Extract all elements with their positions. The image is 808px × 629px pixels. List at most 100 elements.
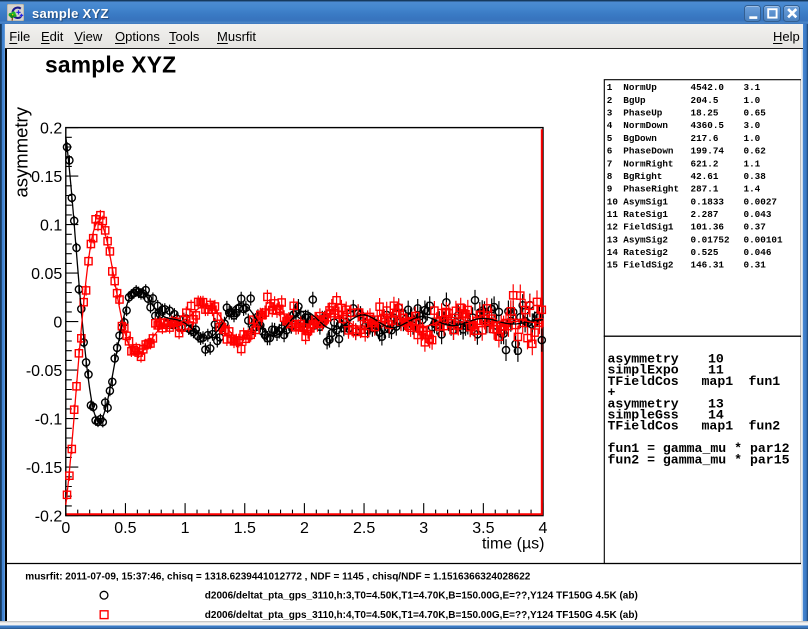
svg-text:42.61: 42.61 [691, 171, 719, 182]
svg-text:4: 4 [539, 520, 548, 537]
svg-text:11: 11 [708, 363, 724, 378]
svg-text:d2006/deltat_pta_gps_3110,h:3,: d2006/deltat_pta_gps_3110,h:3,T0=4.50K,T… [205, 591, 638, 602]
svg-text:0: 0 [61, 520, 70, 537]
svg-text:AsymSig1: AsymSig1 [623, 196, 668, 207]
svg-text:PhaseDown: PhaseDown [623, 146, 674, 157]
svg-text:NormDown: NormDown [623, 120, 668, 131]
svg-text:fun2: fun2 [749, 419, 781, 434]
svg-text:10: 10 [708, 352, 724, 367]
svg-text:FieldSig2: FieldSig2 [623, 260, 674, 271]
svg-text:287.1: 287.1 [691, 184, 719, 195]
svg-text:101.36: 101.36 [691, 222, 725, 233]
svg-text:3.5: 3.5 [472, 520, 494, 537]
svg-text:0.31: 0.31 [744, 260, 767, 271]
svg-text:0.046: 0.046 [744, 247, 772, 258]
svg-text:asymmetry: asymmetry [608, 396, 679, 411]
svg-text:199.74: 199.74 [691, 146, 725, 157]
svg-text:1.0: 1.0 [744, 95, 761, 106]
svg-text:0.65: 0.65 [744, 108, 767, 119]
svg-text:fun1 = gamma_mu * par12: fun1 = gamma_mu * par12 [608, 441, 790, 456]
svg-text:RateSig1: RateSig1 [623, 209, 668, 220]
svg-text:3.1: 3.1 [744, 82, 761, 93]
svg-text:musrfit: 2011-07-09, 15:37:46,: musrfit: 2011-07-09, 15:37:46, chisq = 1… [25, 572, 531, 583]
svg-text:11: 11 [607, 209, 619, 220]
svg-text:8: 8 [607, 171, 613, 182]
svg-text:TFieldCos: TFieldCos [608, 419, 679, 434]
svg-text:0.2: 0.2 [40, 120, 62, 137]
svg-text:217.6: 217.6 [691, 133, 719, 144]
svg-text:14: 14 [607, 247, 619, 258]
svg-text:0.043: 0.043 [744, 209, 772, 220]
svg-text:146.31: 146.31 [691, 260, 725, 271]
svg-text:0.05: 0.05 [31, 266, 62, 283]
svg-text:0.5: 0.5 [114, 520, 136, 537]
svg-text:1.5: 1.5 [234, 520, 256, 537]
svg-text:1.4: 1.4 [744, 184, 761, 195]
svg-text:4: 4 [607, 120, 613, 131]
svg-text:7: 7 [607, 158, 613, 169]
svg-text:0.525: 0.525 [691, 247, 719, 258]
svg-text:9: 9 [607, 184, 613, 195]
svg-text:d2006/deltat_pta_gps_3110,h:4,: d2006/deltat_pta_gps_3110,h:4,T0=4.50K,T… [205, 610, 638, 621]
svg-text:0.38: 0.38 [744, 171, 767, 182]
svg-text:14: 14 [708, 408, 724, 423]
svg-text:1.0: 1.0 [744, 133, 761, 144]
svg-text:fun2 = gamma_mu * par15: fun2 = gamma_mu * par15 [608, 452, 790, 467]
svg-text:0.15: 0.15 [31, 169, 62, 186]
svg-text:0.37: 0.37 [744, 222, 766, 233]
svg-text:621.2: 621.2 [691, 158, 719, 169]
svg-text:time (µs): time (µs) [482, 536, 545, 553]
svg-text:2: 2 [300, 520, 309, 537]
svg-text:1: 1 [607, 82, 613, 93]
svg-text:RateSig2: RateSig2 [623, 247, 668, 258]
svg-text:2: 2 [607, 95, 613, 106]
svg-text:0.1833: 0.1833 [691, 196, 725, 207]
svg-text:+: + [608, 385, 616, 400]
svg-text:3: 3 [419, 520, 428, 537]
svg-text:AsymSig2: AsymSig2 [623, 234, 668, 245]
svg-text:0.01752: 0.01752 [691, 234, 730, 245]
svg-text:3.0: 3.0 [744, 120, 761, 131]
svg-text:12: 12 [607, 222, 619, 233]
svg-text:sample XYZ: sample XYZ [45, 52, 176, 78]
svg-text:simplExpo: simplExpo [608, 363, 679, 378]
svg-text:TFieldCos: TFieldCos [608, 374, 679, 389]
svg-text:BgDown: BgDown [623, 133, 657, 144]
svg-text:13: 13 [607, 234, 619, 245]
svg-text:10: 10 [607, 196, 619, 207]
svg-text:4542.0: 4542.0 [691, 82, 725, 93]
svg-text:NormRight: NormRight [623, 158, 673, 169]
svg-text:6: 6 [607, 146, 613, 157]
svg-text:PhaseUp: PhaseUp [623, 108, 662, 119]
svg-text:NormUp: NormUp [623, 82, 657, 93]
svg-text:asymmetry: asymmetry [11, 106, 32, 197]
svg-text:BgRight: BgRight [623, 171, 662, 182]
svg-text:-0.15: -0.15 [26, 460, 63, 477]
svg-text:asymmetry: asymmetry [608, 352, 679, 367]
svg-text:-0.05: -0.05 [26, 363, 63, 380]
svg-text:0: 0 [53, 314, 62, 331]
svg-text:1.1: 1.1 [744, 158, 761, 169]
svg-text:204.5: 204.5 [691, 95, 719, 106]
svg-text:map1: map1 [702, 419, 734, 434]
svg-text:2.287: 2.287 [691, 209, 719, 220]
svg-text:13: 13 [708, 396, 724, 411]
svg-text:15: 15 [607, 260, 619, 271]
svg-text:2.5: 2.5 [353, 520, 375, 537]
svg-text:fun1: fun1 [749, 374, 781, 389]
svg-text:-0.1: -0.1 [35, 411, 63, 428]
svg-text:0.62: 0.62 [744, 146, 767, 157]
svg-text:PhaseRight: PhaseRight [623, 184, 679, 195]
svg-text:1: 1 [181, 520, 190, 537]
svg-text:0.0027: 0.0027 [744, 196, 777, 207]
svg-text:5: 5 [607, 133, 613, 144]
svg-text:BgUp: BgUp [623, 95, 646, 106]
svg-text:0.00101: 0.00101 [744, 234, 783, 245]
svg-text:3: 3 [607, 108, 613, 119]
svg-text:4360.5: 4360.5 [691, 120, 725, 131]
svg-text:0.1: 0.1 [40, 217, 62, 234]
svg-text:map1: map1 [702, 374, 734, 389]
svg-text:simpleGss: simpleGss [608, 408, 679, 423]
svg-text:-0.2: -0.2 [35, 508, 63, 525]
svg-text:18.25: 18.25 [691, 108, 719, 119]
